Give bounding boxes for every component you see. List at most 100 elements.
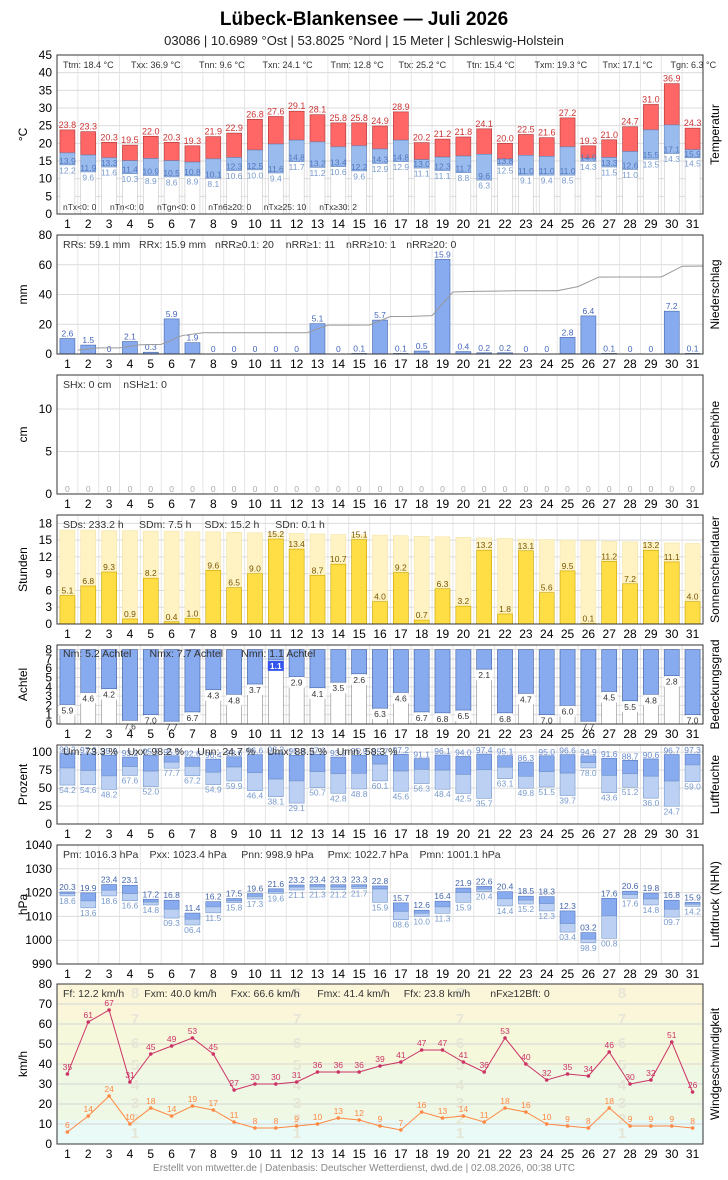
cloud-bar [684, 649, 701, 716]
gust-label: 41 [459, 1050, 469, 1060]
ground-min-label: 8.8 [457, 173, 469, 183]
stat-label: Ttn: 15.4 °C [467, 60, 516, 70]
ground-min-label: 6.3 [478, 181, 490, 191]
press-max-label: 20.3 [59, 882, 76, 892]
x-tick-label: 16 [373, 967, 387, 981]
sunshine-bar [538, 592, 555, 625]
humid-lower-bar [372, 763, 388, 782]
snow-label: 0 [107, 484, 112, 494]
x-tick-label: 24 [540, 1147, 554, 1161]
press-lower-bar [643, 898, 659, 906]
x-tick-label: 23 [519, 1147, 533, 1161]
temp-max-bar [434, 138, 451, 158]
temp-max-label: 21.8 [455, 127, 473, 137]
sunshine-bar [434, 588, 451, 625]
snow-label: 0 [169, 484, 174, 494]
cloud-label: 6.7 [416, 713, 428, 723]
x-tick-label: 22 [498, 727, 512, 741]
precip-label: 5.9 [166, 309, 178, 319]
temp-min-label: 14.8 [288, 153, 305, 163]
precip-bar [559, 337, 576, 355]
gust-point [169, 1044, 174, 1048]
wind-mean-point [294, 1124, 299, 1128]
sunshine-label: 13.1 [518, 541, 535, 551]
plot-frame [56, 234, 704, 355]
press-min-label: 19.6 [268, 894, 285, 904]
panel-side-label: Windgeschwindigkeit [708, 1007, 722, 1120]
humid-upper-bar [497, 755, 513, 768]
x-tick-label: 29 [644, 217, 658, 231]
temp-min-bar [184, 161, 201, 177]
precip-label: 2.1 [124, 332, 136, 342]
beaufort-mark: 5 [456, 1057, 464, 1074]
precip-label: 0 [253, 344, 258, 354]
press-lower-bar [142, 901, 159, 906]
temp-min-bar [497, 158, 513, 166]
stat-label: Um: 73.3 % [63, 746, 118, 758]
press-lower-bar [59, 893, 76, 897]
precip-label: 0.1 [603, 343, 615, 353]
x-tick-label: 27 [603, 1147, 617, 1161]
y-tick-label: 0 [45, 717, 52, 731]
wind-mean-label: 9 [565, 1114, 570, 1124]
x-tick-label: 16 [373, 497, 387, 511]
snow-label: 0 [440, 484, 445, 494]
press-max-label: 15.7 [393, 893, 410, 903]
wind-mean-label: 9 [649, 1114, 654, 1124]
temp-max-bar [205, 136, 222, 160]
press-lower-bar [80, 900, 97, 909]
sunshine-label: 1.0 [187, 608, 199, 618]
humid-lower-bar [622, 773, 638, 788]
cloud-bar [142, 649, 159, 716]
beaufort-mark: 1 [456, 1125, 464, 1142]
humid-min-label: 42.5 [455, 793, 472, 803]
cloud-label: 2.9 [291, 678, 303, 688]
x-tick-label: 15 [352, 357, 366, 371]
precip-label: 0.2 [478, 343, 490, 353]
press-max-label: 18.3 [538, 887, 555, 897]
stat-label: nTx≥30: 2 [319, 202, 357, 212]
temp-min-bar [518, 155, 534, 176]
precip-label: 0.4 [457, 342, 469, 352]
x-tick-label: 11 [270, 497, 283, 511]
humid-max-label: 90.6 [643, 750, 660, 760]
press-upper-bar [413, 909, 430, 914]
x-tick-label: 21 [478, 357, 492, 371]
panel-side-label: Luftdruck (NHN) [708, 861, 722, 948]
wind-mean-point [586, 1126, 591, 1130]
x-tick-label: 13 [311, 967, 325, 981]
x-tick-label: 4 [127, 727, 134, 741]
sunshine-label: 11.1 [664, 552, 680, 562]
wind-mean-label: 17 [209, 1098, 219, 1108]
cloud-label-bg [559, 706, 576, 717]
humid-max-label: 92.6 [184, 748, 201, 758]
gust-point [607, 1050, 612, 1054]
y-tick-label: 50 [39, 1037, 53, 1051]
stat-label: nTx≥25: 10 [264, 202, 307, 212]
cloud-label-bg [101, 689, 118, 700]
press-max-label: 20.6 [622, 881, 639, 891]
beaufort-mark: 6 [618, 1035, 626, 1052]
cloud-label-bg [517, 694, 534, 705]
humid-upper-bar [455, 756, 472, 775]
x-tick-label: 26 [582, 967, 596, 981]
x-tick-label: 11 [270, 1147, 283, 1161]
stat-label: nRR≥10: 1 [346, 239, 396, 251]
humid-upper-bar [101, 754, 117, 777]
panel-side-label: Luftfeuchte [708, 754, 722, 814]
y-tick-label: 40 [39, 1057, 53, 1071]
panel-cloud_cover: 5.9 4.6 4.2 7.6 7.0 7.7 6.7 4.3 4.8 3.7 1.1 2.9 4.1 3… [16, 639, 722, 741]
wind-mean-point [253, 1126, 257, 1130]
ground-min-label: 11.1 [435, 171, 451, 181]
humid-lower-bar [497, 766, 513, 779]
x-tick-label: 6 [168, 1147, 175, 1161]
cloud-label: 7.7 [166, 722, 178, 732]
x-tick-label: 21 [478, 967, 492, 981]
press-upper-bar [434, 900, 451, 908]
temp-max-bar [309, 114, 326, 143]
gust-label: 31 [292, 1070, 302, 1080]
humid-upper-bar [434, 754, 451, 771]
stat-label: Fmx: 41.4 km/h [317, 988, 390, 1000]
gust-label: 26 [688, 1080, 698, 1090]
